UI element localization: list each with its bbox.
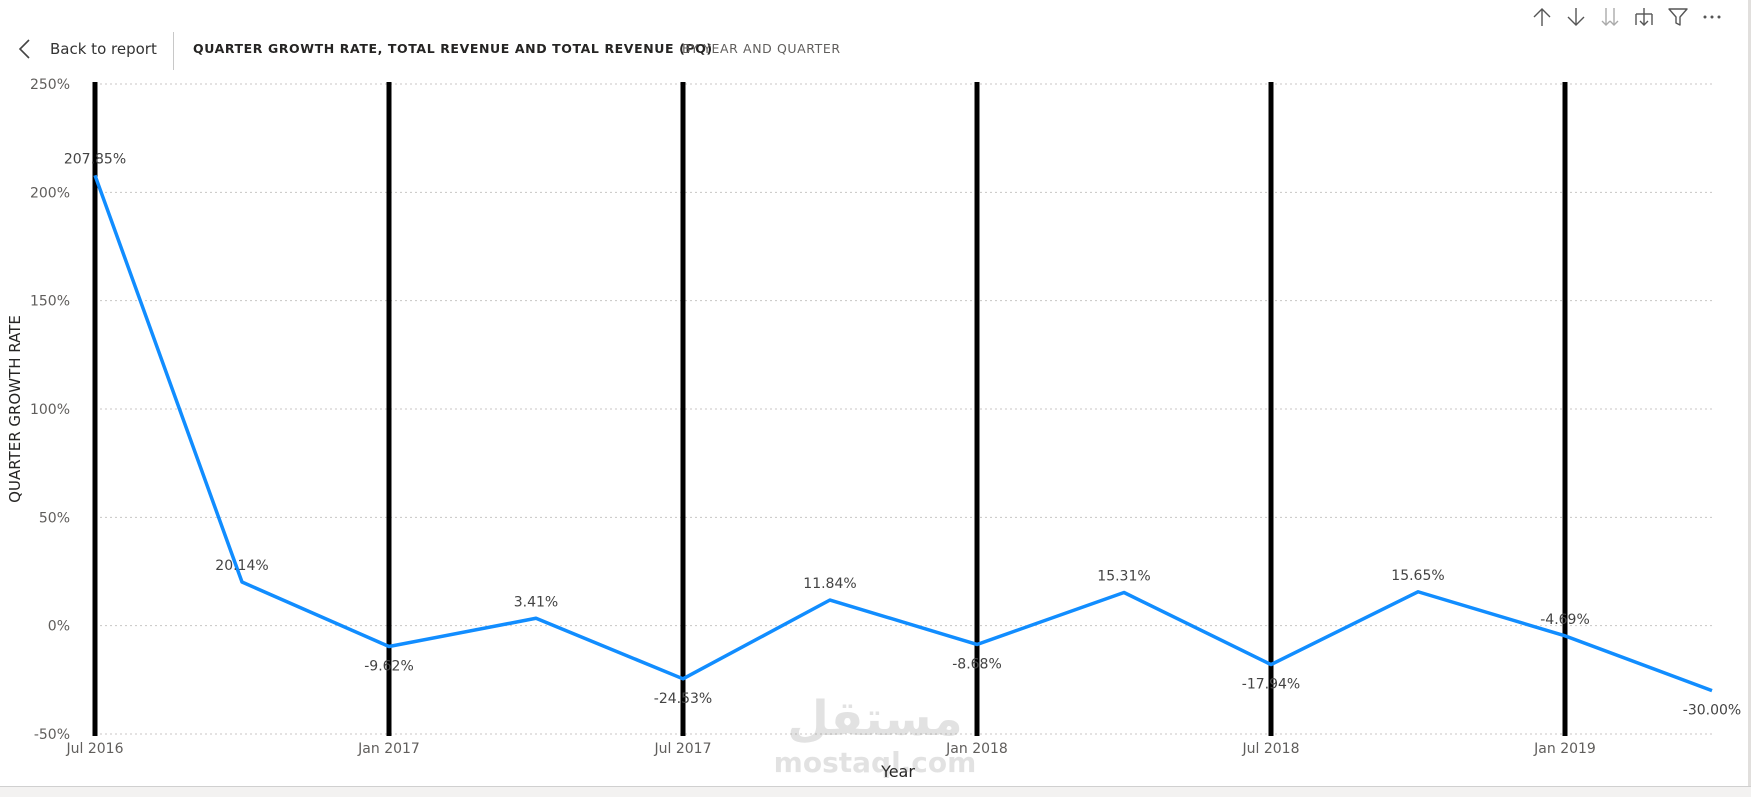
data-label: -9.62% — [364, 659, 414, 675]
back-to-report-button[interactable]: Back to report — [18, 36, 157, 62]
filter-icon — [1668, 8, 1688, 26]
y-tick-label: 150% — [30, 294, 70, 310]
go-to-next-level-button[interactable] — [1593, 2, 1627, 32]
y-tick-label: 200% — [30, 185, 70, 201]
more-options-icon — [1703, 15, 1721, 19]
y-tick-label: -50% — [34, 727, 70, 743]
chevron-left-icon — [18, 39, 30, 59]
x-tick-label: Jul 2018 — [1242, 741, 1300, 757]
visual-title: QUARTER GROWTH RATE, TOTAL REVENUE AND T… — [193, 41, 713, 56]
x-tick-label: Jul 2016 — [66, 741, 124, 757]
drill-up-button[interactable] — [1525, 2, 1559, 32]
data-label: 3.41% — [514, 594, 558, 610]
expand-hierarchy-icon — [1635, 8, 1653, 26]
y-tick-label: 250% — [30, 77, 70, 93]
visual-subtitle: BY YEAR AND QUARTER — [682, 41, 841, 56]
y-tick-label: 100% — [30, 402, 70, 418]
data-label: 207.85% — [64, 151, 126, 167]
double-arrow-down-icon — [1601, 8, 1619, 26]
data-label: 15.31% — [1097, 568, 1150, 584]
y-axis-title: QUARTER GROWTH RATE — [6, 315, 24, 503]
data-label: 11.84% — [803, 576, 856, 592]
x-tick-label: Jan 2017 — [357, 741, 420, 757]
y-tick-label: 0% — [48, 619, 70, 635]
x-tick-label: Jan 2018 — [945, 741, 1008, 757]
bottom-status-bar — [0, 786, 1751, 797]
arrow-up-icon — [1533, 8, 1551, 26]
drill-down-button[interactable] — [1559, 2, 1593, 32]
data-label: -8.68% — [952, 656, 1002, 672]
more-options-button[interactable] — [1695, 2, 1729, 32]
x-tick-label: Jul 2017 — [654, 741, 712, 757]
data-label: -30.00% — [1683, 703, 1741, 719]
right-scroll-edge — [1748, 0, 1751, 786]
expand-hierarchy-button[interactable] — [1627, 2, 1661, 32]
y-tick-label: 50% — [39, 510, 70, 526]
data-label: 15.65% — [1391, 568, 1444, 584]
visual-toolbar — [1525, 2, 1729, 32]
data-label: -17.94% — [1242, 677, 1300, 693]
data-label: -4.69% — [1540, 612, 1590, 628]
header: Back to report QUARTER GROWTH RATE, TOTA… — [0, 0, 1751, 90]
data-label: 20.14% — [215, 558, 268, 574]
filter-button[interactable] — [1661, 2, 1695, 32]
x-tick-label: Jan 2019 — [1533, 741, 1596, 757]
x-axis-title: Year — [880, 762, 915, 781]
growth-rate-line — [93, 174, 1713, 693]
arrow-down-icon — [1567, 8, 1585, 26]
back-to-report-label: Back to report — [50, 40, 157, 58]
header-divider — [173, 32, 174, 70]
data-label: -24.53% — [654, 691, 712, 707]
